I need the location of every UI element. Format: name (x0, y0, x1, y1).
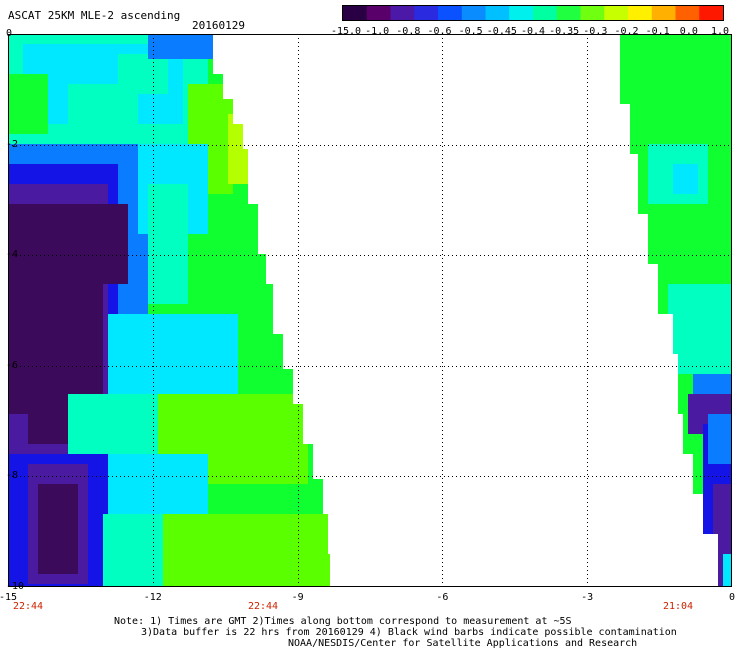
colorbar-frame (342, 5, 724, 21)
colorbar-segment (628, 6, 653, 20)
colorbar-tick-label: -0.5 (458, 26, 483, 37)
latitude-tick-label: 0 (6, 28, 13, 39)
longitude-tick-label: -9 (291, 592, 304, 603)
longitude-tick-label: 0 (728, 592, 736, 603)
colorbar-segment (414, 6, 439, 20)
south-cyan-region (98, 454, 208, 514)
colorbar-segment (461, 6, 486, 20)
eddy-core-upper (8, 204, 128, 284)
pass-time-label-1: 22:44 (12, 601, 44, 612)
colorbar-tick-label: -0.1 (645, 26, 670, 37)
north-blue-patch (148, 34, 213, 59)
colorbar-tick-label: -0.8 (396, 26, 421, 37)
longitude-tick-label: -15 (0, 592, 18, 603)
map-frame (8, 34, 732, 587)
colorbar-segment (651, 6, 676, 20)
product-date: 20160129 (192, 19, 245, 32)
longitude-tick-label: -6 (436, 592, 449, 603)
colorbar-segment (604, 6, 629, 20)
northwest-green-patch (8, 74, 48, 134)
longitude-tick-label: -3 (581, 592, 594, 603)
colorbar-segment (509, 6, 534, 20)
latitude-tick-label: -6 (6, 359, 19, 371)
colorbar-tick-label: -0.2 (614, 26, 639, 37)
longitude-tick-label: -12 (143, 592, 162, 603)
color-scale-bar (342, 5, 724, 21)
latitude-tick-label: -2 (6, 138, 19, 150)
latitude-tick-label: -8 (6, 470, 19, 482)
colorbar-segment (556, 6, 581, 20)
no-data-region (213, 34, 732, 587)
colorbar-segment (438, 6, 463, 20)
colorbar-segment (699, 6, 724, 20)
product-title: ASCAT 25KM MLE-2 ascending (8, 9, 181, 22)
latitude-tick-label: -4 (6, 249, 19, 261)
footnote-line-1: Note: 1) Times are GMT 2)Times along bot… (114, 616, 572, 627)
colorbar-tick-label: -15.0 (330, 26, 362, 37)
colorbar-tick-label: -0.45 (486, 26, 517, 37)
colorbar-tick-label: -0.35 (549, 26, 580, 37)
right-no-data-region (620, 104, 718, 587)
latitude-tick-label: -10 (6, 581, 25, 592)
right-mid-blue (708, 414, 732, 464)
scatterometer-swath-map (8, 34, 732, 587)
colorbar-segment (675, 6, 700, 20)
colorbar-segment (485, 6, 510, 20)
colorbar-segment (366, 6, 391, 20)
central-aqua-region (148, 184, 188, 304)
south-lime-strip (163, 514, 330, 587)
pass-time-label-3: 21:04 (662, 601, 694, 612)
colorbar-segment (580, 6, 605, 20)
north-interior-patch (68, 84, 138, 129)
right-lower-aqua (668, 284, 732, 374)
pass-time-label-2: 22:44 (247, 601, 279, 612)
colorbar-tick-label: -0.4 (520, 26, 546, 37)
right-cyan-patch (673, 164, 698, 194)
southwest-deep-region (38, 484, 78, 574)
colorbar-tick-label: -1.0 (365, 26, 390, 37)
colorbar-tick-label: 1.0 (710, 26, 730, 37)
footnote-line-2: 3)Data buffer is 22 hrs from 20160129 4)… (141, 627, 677, 638)
eddy-core-middle (8, 284, 103, 414)
colorbar-segment (390, 6, 415, 20)
footnote-line-3: NOAA/NESDIS/Center for Satellite Applica… (288, 638, 638, 649)
colorbar-tick-label: -0.3 (583, 26, 608, 37)
colorbar-segment (533, 6, 558, 20)
colorbar-tick-label: -0.6 (427, 26, 452, 37)
right-south-cyan (723, 554, 732, 587)
central-cyan-band (108, 314, 238, 394)
colorbar-tick-label: 0.0 (679, 26, 698, 37)
colorbar-segment (343, 6, 368, 20)
